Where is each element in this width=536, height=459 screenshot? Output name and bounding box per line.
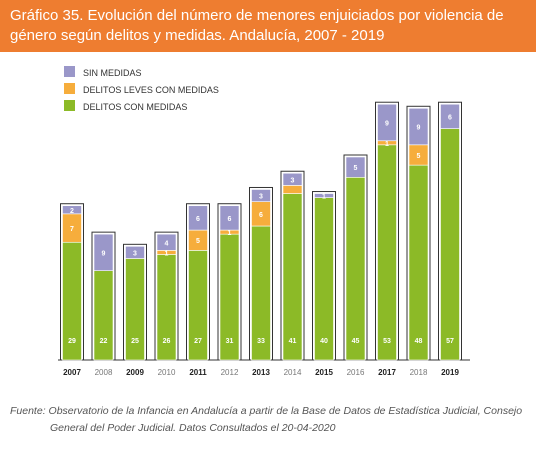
data-label-con-2009: 25 xyxy=(131,338,139,345)
x-tick-label-2015: 2015 xyxy=(315,368,333,377)
bar-con-2018 xyxy=(408,164,429,361)
data-label-leves-2011: 5 xyxy=(196,238,200,245)
bar-sin-2008 xyxy=(93,233,114,271)
data-label-con-2011: 27 xyxy=(194,338,202,345)
chart-title-line-2: género según delitos y medidas. Andalucí… xyxy=(10,27,385,44)
legend-swatch-leves xyxy=(64,83,75,94)
x-tick-label-2013: 2013 xyxy=(252,368,270,377)
data-label-leves-2018: 5 xyxy=(417,153,421,160)
bar-sin-2009 xyxy=(125,246,145,259)
data-label-sin-2007: 2 xyxy=(70,208,74,215)
data-label-leves-2007: 7 xyxy=(70,226,74,233)
bar-sin-2014 xyxy=(282,172,303,186)
data-label-sin-2013: 3 xyxy=(259,194,263,201)
data-label-leves-2013: 6 xyxy=(259,212,263,219)
bar-sin-2015 xyxy=(314,193,334,198)
x-tick-label-2012: 2012 xyxy=(221,368,239,377)
data-label-con-2008: 22 xyxy=(100,338,108,345)
bar-sin-2007 xyxy=(62,205,82,215)
x-tick-label-2017: 2017 xyxy=(378,368,396,377)
x-tick-label-2016: 2016 xyxy=(347,368,365,377)
source-line-1: Fuente: Observatorio de la Infancia en A… xyxy=(10,405,523,417)
data-label-sin-2019: 6 xyxy=(448,114,452,121)
data-label-con-2017: 53 xyxy=(383,338,391,345)
data-label-con-2013: 33 xyxy=(257,338,265,345)
data-label-con-2014: 41 xyxy=(289,338,297,345)
data-label-leves-2012: 1 xyxy=(228,230,232,237)
data-label-con-2010: 26 xyxy=(163,338,171,345)
legend-label-sin: SIN MEDIDAS xyxy=(83,68,142,78)
chart-title-line-1: Gráfico 35. Evolución del número de meno… xyxy=(10,7,504,24)
data-label-con-2016: 45 xyxy=(352,338,360,345)
x-tick-label-2007: 2007 xyxy=(63,368,81,377)
x-tick-label-2014: 2014 xyxy=(284,368,302,377)
data-label-leves-2010: 1 xyxy=(165,250,169,257)
data-label-sin-2015: 1 xyxy=(322,194,326,201)
data-label-sin-2014: 3 xyxy=(291,177,295,184)
bar-con-2016 xyxy=(345,177,366,361)
x-tick-label-2010: 2010 xyxy=(158,368,176,377)
x-tick-label-2008: 2008 xyxy=(95,368,113,377)
x-tick-label-2011: 2011 xyxy=(189,368,207,377)
bar-sin-2011 xyxy=(188,205,208,231)
bar-con-2017 xyxy=(377,144,397,361)
data-label-con-2018: 48 xyxy=(415,338,423,345)
data-label-sin-2016: 5 xyxy=(354,165,358,172)
data-label-sin-2018: 9 xyxy=(417,125,421,132)
data-label-sin-2011: 6 xyxy=(196,216,200,223)
x-tick-label-2019: 2019 xyxy=(441,368,459,377)
stacked-bar-chart: SIN MEDIDAS DELITOS LEVES CON MEDIDAS DELI… xyxy=(58,66,470,377)
bar-sin-2017 xyxy=(377,103,397,142)
bar-leves-2014 xyxy=(282,185,303,194)
data-label-leves-2017: 1 xyxy=(385,141,389,148)
data-label-sin-2009: 3 xyxy=(133,250,137,257)
bar-sin-2010 xyxy=(156,233,177,251)
bar-sin-2016 xyxy=(345,156,366,178)
data-label-con-2007: 29 xyxy=(68,338,76,345)
data-label-con-2015: 40 xyxy=(320,338,328,345)
data-label-sin-2012: 6 xyxy=(228,216,232,223)
bar-sin-2019 xyxy=(440,103,460,129)
data-label-con-2019: 57 xyxy=(446,338,454,345)
bar-sin-2012 xyxy=(219,205,240,231)
data-label-sin-2008: 9 xyxy=(102,250,106,257)
x-tick-label-2009: 2009 xyxy=(126,368,144,377)
data-label-sin-2017: 9 xyxy=(385,120,389,127)
legend-swatch-con xyxy=(64,100,75,111)
bar-con-2015 xyxy=(314,197,334,361)
bar-sin-2018 xyxy=(408,107,429,146)
legend-label-leves: DELITOS LEVES CON MEDIDAS xyxy=(83,85,219,95)
legend-label-con: DELITOS CON MEDIDAS xyxy=(83,102,187,112)
source-line-2: General del Poder Judicial. Datos Consul… xyxy=(50,422,336,434)
data-label-sin-2010: 4 xyxy=(165,240,169,247)
bar-con-2019 xyxy=(440,128,460,361)
chart-title-banner: Gráfico 35. Evolución del número de meno… xyxy=(0,0,536,52)
legend-swatch-sin xyxy=(64,66,75,77)
bar-con-2014 xyxy=(282,193,303,361)
bar-con-2008 xyxy=(93,270,114,361)
source-note: Fuente: Observatorio de la Infancia en A… xyxy=(10,403,530,437)
data-label-con-2012: 31 xyxy=(226,338,234,345)
bar-sin-2013 xyxy=(251,189,271,202)
x-tick-label-2018: 2018 xyxy=(410,368,428,377)
